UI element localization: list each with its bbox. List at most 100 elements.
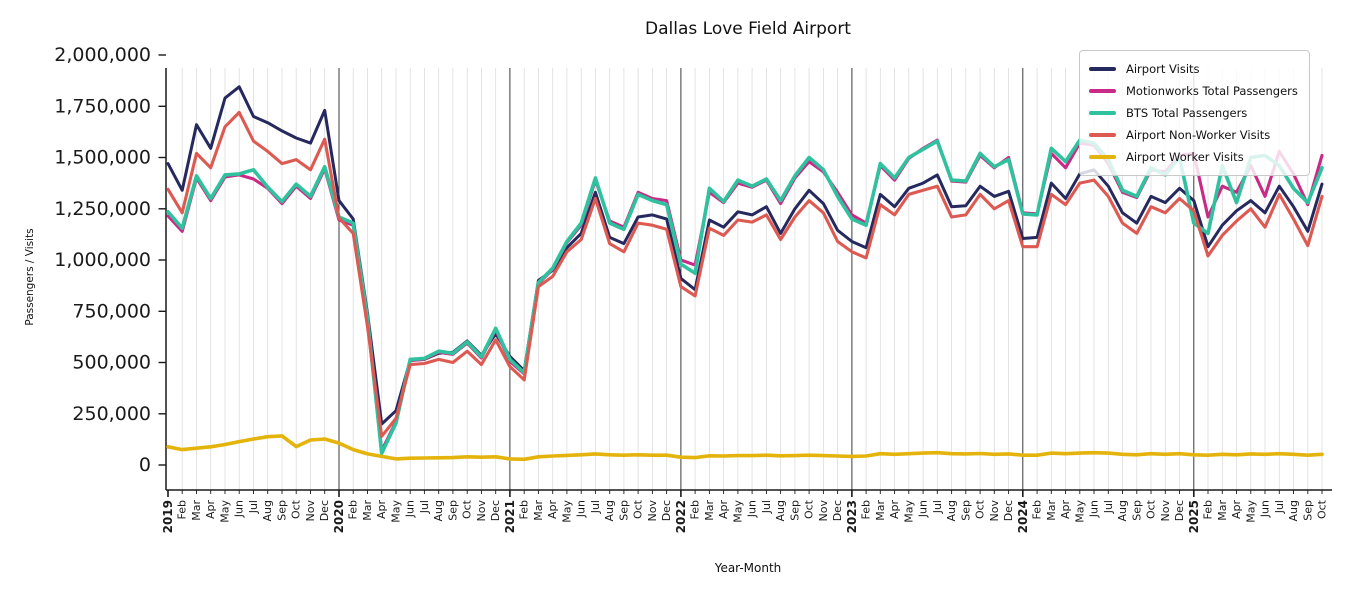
svg-text:Sep: Sep: [788, 500, 801, 521]
svg-text:1,500,000: 1,500,000: [54, 147, 151, 169]
svg-text:Feb: Feb: [518, 500, 531, 519]
legend-swatch-airport-visits: [1089, 67, 1116, 71]
legend: Airport Visits Motionworks Total Passeng…: [1079, 50, 1310, 176]
svg-text:Sep: Sep: [959, 500, 972, 521]
svg-text:Sep: Sep: [446, 500, 459, 521]
y-axis-title: Passengers / Visits: [24, 228, 36, 326]
svg-text:Aug: Aug: [603, 500, 616, 521]
svg-text:Dec: Dec: [489, 500, 502, 521]
svg-text:1,250,000: 1,250,000: [54, 198, 151, 220]
svg-text:Sep: Sep: [617, 500, 630, 521]
svg-text:Nov: Nov: [988, 500, 1001, 522]
svg-text:0: 0: [139, 454, 151, 476]
svg-text:May: May: [390, 500, 403, 523]
svg-text:Nov: Nov: [475, 500, 488, 522]
svg-text:Oct: Oct: [632, 499, 645, 519]
svg-text:Oct: Oct: [461, 499, 474, 519]
svg-text:Jul: Jul: [1102, 500, 1115, 514]
svg-text:2021: 2021: [503, 500, 517, 533]
svg-text:Feb: Feb: [860, 500, 873, 519]
svg-text:1,000,000: 1,000,000: [54, 249, 151, 271]
svg-text:Aug: Aug: [1116, 500, 1129, 521]
svg-text:2019: 2019: [161, 500, 175, 533]
svg-text:2,000,000: 2,000,000: [54, 44, 151, 66]
svg-text:May: May: [219, 500, 232, 523]
svg-text:May: May: [902, 500, 915, 523]
legend-item-airport-worker-visits: Airport Worker Visits: [1089, 146, 1298, 168]
svg-text:2025: 2025: [1187, 500, 1201, 533]
svg-text:Feb: Feb: [176, 500, 189, 519]
svg-text:1,750,000: 1,750,000: [54, 95, 151, 117]
svg-text:Oct: Oct: [1316, 499, 1329, 519]
svg-text:Jul: Jul: [1273, 500, 1286, 514]
svg-text:May: May: [560, 500, 573, 523]
svg-text:Jun: Jun: [917, 500, 930, 518]
svg-text:Apr: Apr: [204, 500, 217, 520]
svg-text:Sep: Sep: [276, 500, 289, 521]
series-line-1: [166, 138, 1324, 453]
svg-text:Aug: Aug: [1287, 500, 1300, 521]
svg-text:2024: 2024: [1016, 500, 1030, 533]
svg-text:Jul: Jul: [418, 500, 431, 514]
svg-text:2022: 2022: [674, 500, 688, 533]
svg-text:500,000: 500,000: [72, 352, 151, 374]
svg-text:Jul: Jul: [931, 500, 944, 514]
series-line-4: [166, 434, 1324, 462]
svg-text:Apr: Apr: [375, 500, 388, 520]
svg-text:Jun: Jun: [1088, 500, 1101, 518]
svg-text:750,000: 750,000: [72, 300, 151, 322]
legend-label-bts-total-passengers: BTS Total Passengers: [1126, 106, 1248, 120]
svg-text:May: May: [1073, 500, 1086, 523]
svg-text:Oct: Oct: [803, 499, 816, 519]
legend-item-airport-non-worker-visits: Airport Non-Worker Visits: [1089, 124, 1298, 146]
legend-item-bts-total-passengers: BTS Total Passengers: [1089, 102, 1298, 124]
svg-text:Nov: Nov: [817, 500, 830, 522]
svg-text:Oct: Oct: [290, 499, 303, 519]
svg-text:Aug: Aug: [945, 500, 958, 521]
svg-text:Feb: Feb: [347, 500, 360, 519]
svg-text:Jun: Jun: [575, 500, 588, 518]
svg-text:Mar: Mar: [1216, 500, 1229, 521]
svg-text:Oct: Oct: [1145, 499, 1158, 519]
svg-text:Feb: Feb: [689, 500, 702, 519]
svg-text:May: May: [731, 500, 744, 523]
svg-text:Mar: Mar: [532, 500, 545, 521]
svg-text:Mar: Mar: [1045, 500, 1058, 521]
svg-text:Jun: Jun: [233, 500, 246, 518]
svg-text:Jun: Jun: [404, 500, 417, 518]
svg-text:Nov: Nov: [1159, 500, 1172, 522]
svg-text:2023: 2023: [845, 500, 859, 533]
x-axis-title: Year-Month: [714, 561, 782, 575]
svg-text:Sep: Sep: [1301, 500, 1314, 521]
legend-swatch-bts-total-passengers: [1089, 111, 1116, 115]
series-line-3: [166, 110, 1324, 438]
legend-item-motionworks-total-passengers: Motionworks Total Passengers: [1089, 80, 1298, 102]
legend-swatch-motionworks-total-passengers: [1089, 89, 1116, 93]
svg-text:Feb: Feb: [1202, 500, 1215, 519]
svg-text:Aug: Aug: [774, 500, 787, 521]
chart-title: Dallas Love Field Airport: [645, 19, 851, 39]
svg-text:Nov: Nov: [304, 500, 317, 522]
svg-text:Oct: Oct: [974, 499, 987, 519]
series-line-2: [166, 138, 1324, 456]
svg-text:Nov: Nov: [646, 500, 659, 522]
svg-text:Dec: Dec: [660, 500, 673, 521]
svg-text:Sep: Sep: [1130, 500, 1143, 521]
legend-item-airport-visits: Airport Visits: [1089, 58, 1298, 80]
svg-text:Apr: Apr: [888, 500, 901, 520]
svg-text:Mar: Mar: [361, 500, 374, 521]
legend-label-airport-worker-visits: Airport Worker Visits: [1126, 150, 1244, 164]
svg-text:2020: 2020: [332, 500, 346, 533]
svg-text:Aug: Aug: [261, 500, 274, 521]
svg-text:Jun: Jun: [1259, 500, 1272, 518]
svg-text:Mar: Mar: [874, 500, 887, 521]
svg-text:Mar: Mar: [190, 500, 203, 521]
legend-label-airport-visits: Airport Visits: [1126, 62, 1200, 76]
legend-swatch-airport-worker-visits: [1089, 155, 1116, 159]
legend-label-airport-non-worker-visits: Airport Non-Worker Visits: [1126, 128, 1271, 142]
svg-text:May: May: [1244, 500, 1257, 523]
svg-text:Dec: Dec: [1002, 500, 1015, 521]
svg-text:Jun: Jun: [746, 500, 759, 518]
